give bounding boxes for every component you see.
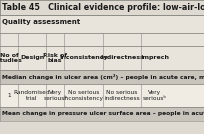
Bar: [0, 46, 204, 70]
Bar: [0, 84, 204, 107]
Bar: [0, 33, 204, 46]
Text: Risk of
bias: Risk of bias: [43, 53, 67, 63]
Text: No serious
indirectness: No serious indirectness: [104, 90, 140, 101]
Text: Randomised
trial: Randomised trial: [14, 90, 50, 101]
Text: Mean change in pressure ulcer surface area – people in acute care: Mean change in pressure ulcer surface ar…: [2, 111, 204, 116]
Bar: [0, 107, 204, 121]
Text: Very
seriousᵇ: Very seriousᵇ: [143, 90, 166, 101]
Text: Imprech: Imprech: [140, 55, 169, 60]
Text: Inconsistency: Inconsistency: [59, 55, 108, 60]
Bar: [0, 70, 204, 84]
Bar: [0, 0, 204, 15]
Text: 1: 1: [8, 93, 11, 98]
Text: Very
seriousᵇ: Very seriousᵇ: [43, 90, 67, 101]
Text: Quality assessment: Quality assessment: [2, 19, 81, 25]
Text: Median change in ulcer area (cm²) – people in acute care, mean 24: Median change in ulcer area (cm²) – peop…: [2, 74, 204, 80]
Text: Indirectness: Indirectness: [100, 55, 144, 60]
Text: No serious
inconsistency: No serious inconsistency: [64, 90, 104, 101]
Bar: [0, 15, 204, 33]
Text: Design: Design: [20, 55, 44, 60]
Text: Table 45   Clinical evidence profile: low-air-loss bed versus: Table 45 Clinical evidence profile: low-…: [2, 3, 204, 12]
Text: No of
studies: No of studies: [0, 53, 23, 63]
